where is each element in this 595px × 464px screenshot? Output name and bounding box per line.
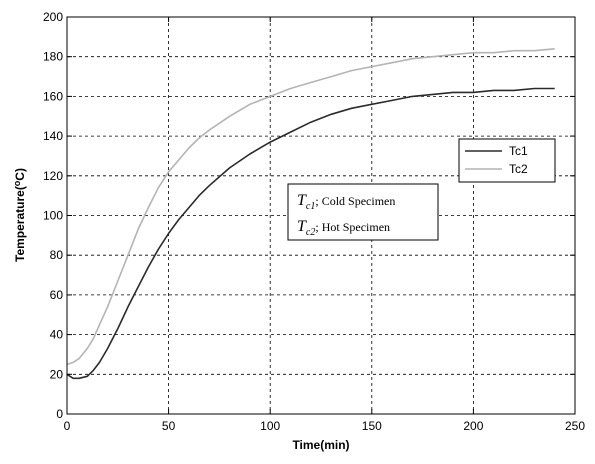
y-tick-label: 80	[50, 248, 64, 262]
x-tick-label: 200	[463, 419, 483, 433]
y-axis-title-superscript: o	[12, 180, 22, 186]
y-tick-label: 120	[43, 169, 63, 183]
y-axis-title-suffix: C)	[13, 168, 27, 181]
annotation-line-hot: Tc2; Hot Specimen	[297, 218, 390, 238]
y-tick-label: 100	[43, 209, 63, 223]
y-tick-label: 180	[43, 50, 63, 64]
series-lines	[66, 48, 555, 380]
annotation-frame	[287, 183, 439, 241]
x-axis-title: Time(min)	[292, 438, 349, 452]
series-line-tc1	[66, 87, 555, 380]
y-tick-label: 200	[43, 10, 63, 24]
annotation-symbol-hot: T	[297, 218, 307, 235]
legend-label-tc1: Tc1	[509, 144, 528, 158]
x-tick-label: 0	[64, 419, 71, 433]
annotation-text-hot: ; Hot Specimen	[315, 220, 390, 234]
annotation-subscript-hot: c2	[306, 227, 315, 238]
x-tick-label: 50	[162, 419, 176, 433]
y-tick-label: 160	[43, 89, 63, 103]
x-tick-label: 250	[565, 419, 585, 433]
annotation-subscript-cold: c1	[306, 201, 315, 212]
series-line-tc2	[66, 48, 555, 366]
annotation-line-cold: Tc1; Cold Specimen	[297, 192, 395, 212]
legend-label-tc2: Tc2	[509, 162, 528, 176]
annotation-box: Tc1; Cold Specimen Tc2; Hot Specimen	[287, 183, 439, 241]
x-tick-label: 150	[362, 419, 382, 433]
y-tick-label: 20	[50, 367, 64, 381]
y-tick-label: 40	[50, 328, 64, 342]
annotation-text-cold: ; Cold Specimen	[315, 194, 395, 208]
x-tick-label: 100	[260, 419, 280, 433]
legend: Tc1 Tc2	[458, 138, 556, 183]
y-axis-title-prefix: Temperature(	[13, 186, 27, 262]
legend-box	[458, 138, 556, 183]
y-tick-label: 0	[56, 407, 63, 421]
annotation-symbol-cold: T	[297, 192, 307, 209]
axis-ticks: 0 50 100 150 200 250 0 20 40 60 80 100 120 140 160 180 2…	[43, 10, 585, 433]
y-axis-title: Temperature(oC)	[12, 168, 27, 262]
y-tick-label: 60	[50, 288, 64, 302]
y-tick-label: 140	[43, 129, 63, 143]
